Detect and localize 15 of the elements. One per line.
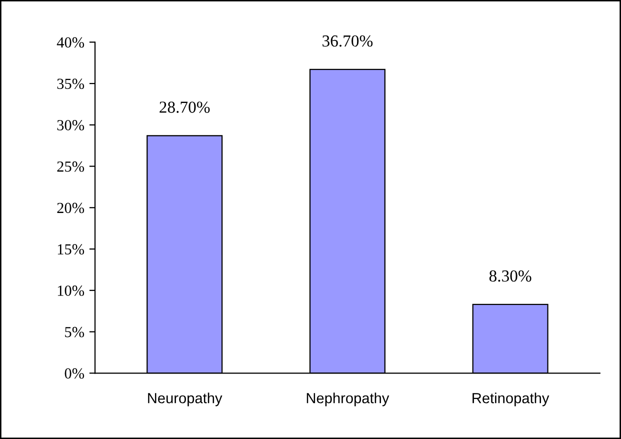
data-label: 8.30% [489,270,532,282]
y-tick-label: 40% [56,37,84,48]
y-tick-label: 35% [57,78,84,90]
y-tick-label: 25% [57,161,84,172]
y-tick-label: 0% [64,368,84,379]
y-tick-label: 30% [57,120,84,130]
y-tick-label: 15% [58,244,84,255]
y-tick-label: 5% [65,326,84,338]
data-label: 36.70% [322,35,373,47]
x-tick-label: Retinopathy [472,392,550,406]
x-tick-label: Neuropathy [148,392,222,406]
y-tick-label: 20% [57,202,84,214]
data-label: 28.70% [160,102,210,113]
y-tick-label: 10% [58,286,84,296]
x-tick-label: Nephropathy [306,392,390,406]
